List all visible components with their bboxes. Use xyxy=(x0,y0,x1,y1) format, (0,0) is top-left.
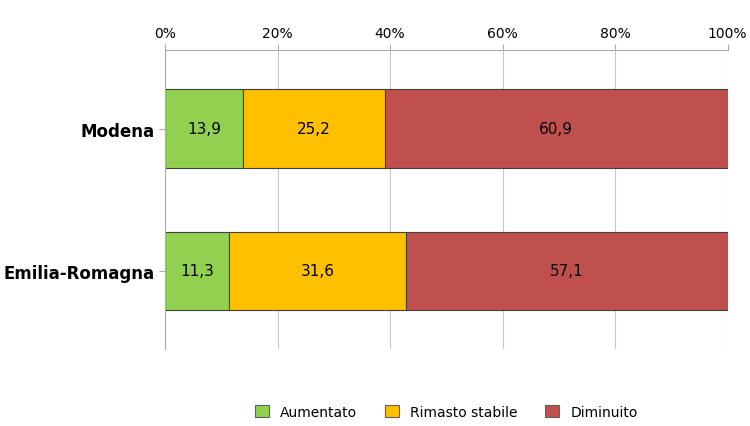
Bar xyxy=(406,232,728,310)
Bar xyxy=(165,90,243,168)
Text: 25,2: 25,2 xyxy=(297,122,331,137)
Text: 57,1: 57,1 xyxy=(550,264,584,279)
Text: 11,3: 11,3 xyxy=(180,264,214,279)
Bar xyxy=(165,232,229,310)
Text: 31,6: 31,6 xyxy=(301,264,334,279)
Bar xyxy=(243,90,385,168)
Text: 60,9: 60,9 xyxy=(539,122,573,137)
Legend: Aumentato, Rimasto stabile, Diminuito: Aumentato, Rimasto stabile, Diminuito xyxy=(248,398,644,426)
Bar xyxy=(229,232,406,310)
Text: 13,9: 13,9 xyxy=(187,122,221,137)
Bar xyxy=(385,90,728,168)
